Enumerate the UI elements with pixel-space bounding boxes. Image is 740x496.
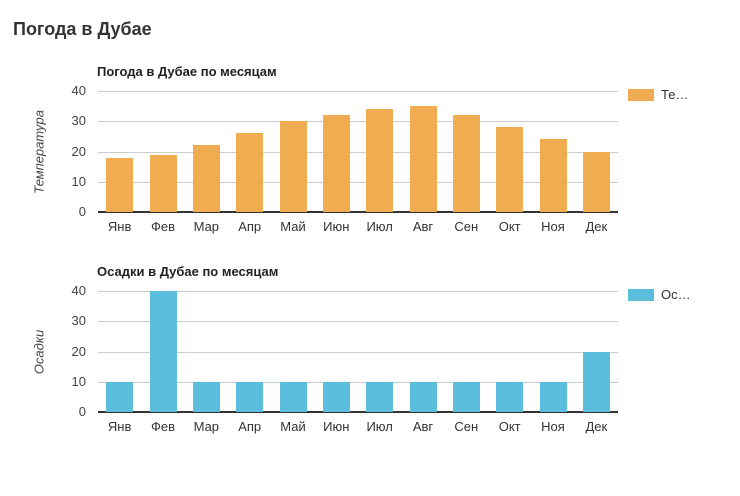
y-axis-title: Температура [31, 110, 47, 194]
x-tick-label: Фев [150, 419, 175, 434]
gridline [98, 121, 618, 123]
legend: Ос… [628, 287, 691, 302]
gridline [98, 351, 618, 353]
x-tick-label: Мар [193, 419, 220, 434]
gridline [98, 181, 618, 183]
y-tick-label: 40 [71, 283, 86, 298]
bar[interactable] [279, 381, 307, 412]
page-title: Погода в Дубае [13, 19, 152, 39]
x-tick-label: Сен [454, 419, 479, 434]
x-axis-line [98, 211, 618, 213]
bar[interactable] [582, 151, 610, 212]
bar[interactable] [322, 115, 350, 212]
y-tick-label: 0 [78, 404, 86, 419]
bar[interactable] [192, 145, 220, 212]
bar[interactable] [366, 381, 394, 412]
legend: Те… [628, 87, 688, 102]
x-tick-label: Сен [454, 219, 479, 234]
x-tick-label: Янв [107, 419, 132, 434]
bar[interactable] [106, 381, 134, 412]
legend-label: Те… [661, 87, 689, 102]
bar[interactable] [366, 109, 394, 212]
y-axis-title: Осадки [31, 329, 47, 375]
bar[interactable] [149, 291, 177, 412]
gridline [98, 381, 618, 383]
y-tick-label: 30 [71, 313, 86, 329]
legend-swatch [628, 288, 654, 301]
bar[interactable] [149, 154, 177, 212]
bar[interactable] [496, 381, 524, 412]
x-tick-label: Май [280, 419, 306, 434]
bar[interactable] [539, 139, 567, 212]
x-tick-label: Окт [498, 419, 521, 434]
x-tick-label: Дек [585, 219, 608, 234]
x-tick-label: Авг [412, 219, 434, 234]
bar[interactable] [106, 157, 134, 212]
x-tick-label: Фев [150, 219, 175, 234]
x-tick-label: Июн [323, 419, 350, 434]
bar[interactable] [582, 351, 610, 412]
x-tick-label: Ноя [541, 419, 565, 434]
x-tick-label: Янв [107, 219, 132, 234]
y-tick-label: 10 [71, 173, 86, 189]
gridline [98, 291, 618, 292]
bar[interactable] [452, 115, 480, 212]
y-tick-label: 40 [71, 83, 86, 98]
bar[interactable] [452, 381, 480, 412]
x-tick-label: Окт [498, 219, 521, 234]
bar[interactable] [279, 121, 307, 212]
bar[interactable] [322, 381, 350, 412]
y-tick-label: 20 [71, 143, 86, 159]
x-tick-label: Июл [366, 419, 393, 434]
y-tick-label: 0 [78, 204, 86, 219]
x-tick-label: Авг [412, 419, 434, 434]
gridline [98, 151, 618, 153]
bar[interactable] [409, 381, 437, 412]
x-tick-label: Июн [323, 219, 350, 234]
plot-area [98, 291, 618, 413]
x-tick-label: Апр [238, 419, 262, 434]
gridline [98, 91, 618, 92]
y-tick-label: 20 [71, 343, 86, 359]
legend-label: Ос… [661, 287, 691, 302]
x-tick-label: Ноя [541, 219, 565, 234]
bar[interactable] [539, 381, 567, 412]
bar[interactable] [192, 381, 220, 412]
x-tick-label: Июл [366, 219, 393, 234]
bar[interactable] [496, 127, 524, 212]
temperature-chart: Погода в Дубае по месяцам Температура Те… [0, 60, 740, 256]
x-tick-label: Май [280, 219, 306, 234]
gridline [98, 321, 618, 323]
x-axis-line [98, 411, 618, 413]
chart-title: Погода в Дубае по месяцам [97, 64, 277, 79]
x-tick-label: Мар [193, 219, 220, 234]
x-tick-label: Дек [585, 419, 608, 434]
bar[interactable] [409, 106, 437, 212]
bar[interactable] [236, 381, 264, 412]
plot-area [98, 91, 618, 213]
bar[interactable] [236, 133, 264, 212]
chart-title: Осадки в Дубае по месяцам [97, 264, 279, 279]
y-tick-label: 30 [71, 113, 86, 129]
y-tick-label: 10 [71, 373, 86, 389]
x-tick-label: Апр [238, 219, 262, 234]
legend-swatch [628, 88, 654, 101]
precipitation-chart: Осадки в Дубае по месяцам Осадки Ос… 0 10… [0, 260, 740, 456]
